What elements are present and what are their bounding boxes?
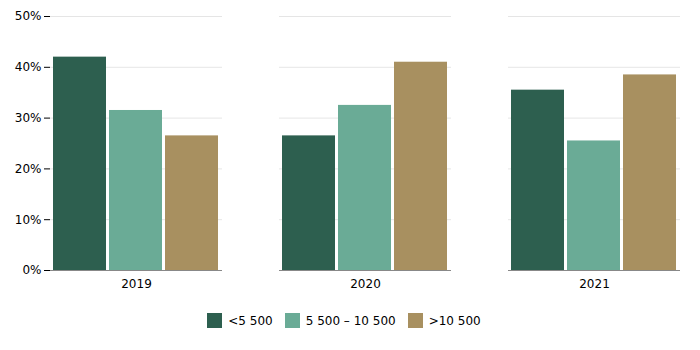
svg-text:2020: 2020	[350, 277, 381, 291]
svg-text:40%: 40%	[15, 60, 42, 74]
svg-text:20%: 20%	[15, 162, 42, 176]
html-text:5 500 – 10 500: 5 500 – 10 500	[305, 313, 396, 328]
svg-text:50%: 50%	[15, 9, 42, 23]
svg-text:10%: 10%	[15, 213, 42, 227]
svg-text:2019: 2019	[121, 277, 152, 291]
svg-text:30%: 30%	[15, 111, 42, 125]
html-text:>10 500: >10 500	[428, 313, 481, 328]
svg-text:0%: 0%	[22, 263, 41, 277]
svg-text:2021: 2021	[579, 277, 610, 291]
html-text:<5 500: <5 500	[228, 313, 273, 328]
